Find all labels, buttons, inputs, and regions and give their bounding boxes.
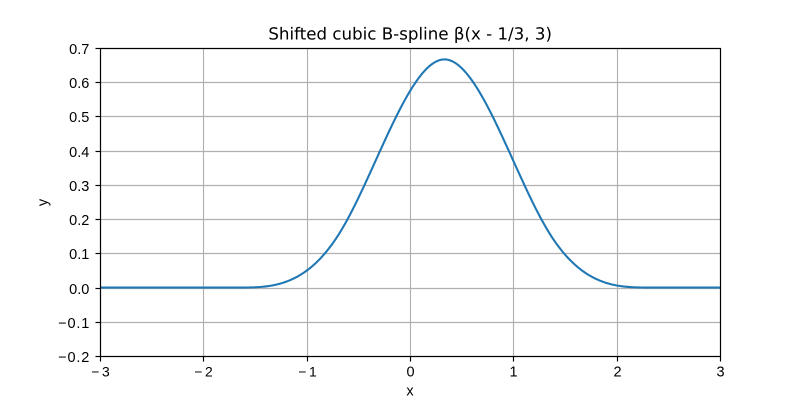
svg-text:x: x [406, 384, 414, 400]
svg-text:0.4: 0.4 [69, 145, 89, 161]
svg-text:0.3: 0.3 [69, 179, 89, 195]
svg-text:0.7: 0.7 [69, 42, 89, 58]
svg-text:−0.1: −0.1 [58, 316, 89, 332]
svg-text:2: 2 [613, 365, 621, 381]
svg-text:y: y [36, 198, 52, 206]
svg-text:3: 3 [716, 365, 724, 381]
svg-text:0.6: 0.6 [69, 76, 89, 92]
svg-text:0.2: 0.2 [69, 213, 89, 229]
svg-text:0.1: 0.1 [69, 247, 89, 263]
svg-text:0.0: 0.0 [69, 282, 89, 298]
svg-text:1: 1 [509, 365, 517, 381]
svg-text:0: 0 [406, 365, 414, 381]
svg-text:0.5: 0.5 [69, 110, 89, 126]
svg-text:−0.2: −0.2 [58, 350, 89, 366]
